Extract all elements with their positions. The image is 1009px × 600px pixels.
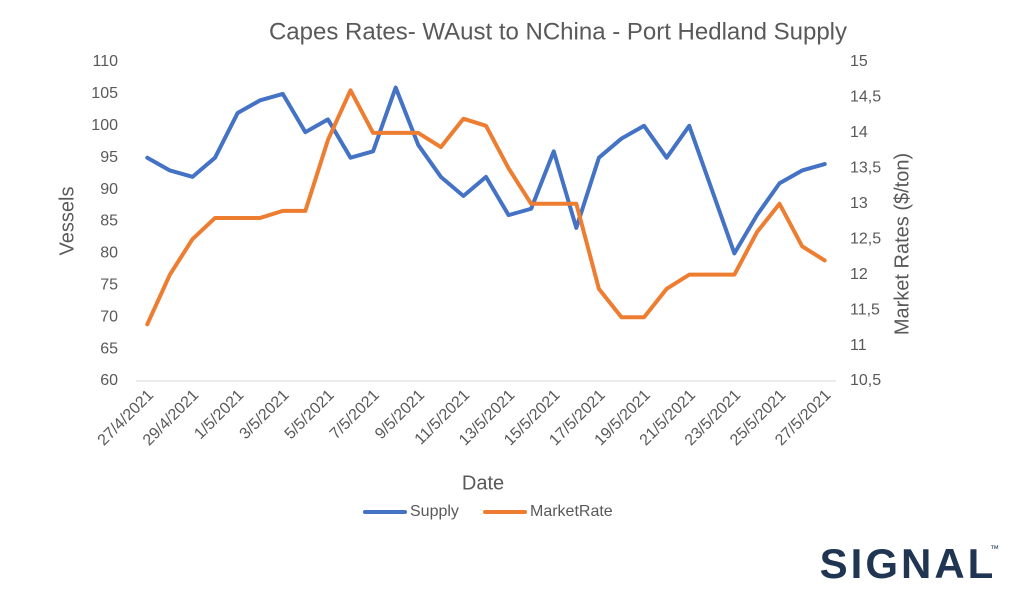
logo-mark: ™ [990, 543, 999, 553]
y2-tick-label: 11 [850, 337, 867, 354]
y-tick-label: 65 [100, 340, 118, 357]
y-tick-label: 60 [100, 372, 118, 389]
y2-tick-label: 14 [850, 124, 868, 141]
y2-tick-label: 15 [850, 53, 868, 70]
series-line [145, 85, 827, 256]
y-axis-label: Vessels [56, 187, 78, 256]
y-tick-label: 90 [100, 181, 118, 198]
y2-tick-label: 13 [850, 195, 868, 212]
legend-label: MarketRate [530, 503, 613, 520]
y2-tick-label: 13,5 [850, 160, 881, 177]
y-tick-label: 80 [100, 245, 118, 262]
chart-title: Capes Rates- WAust to NChina - Port Hedl… [269, 18, 847, 45]
x-axis-label: Date [462, 472, 504, 494]
y2-tick-label: 10,5 [850, 372, 881, 389]
y-tick-label: 105 [91, 85, 118, 102]
y-tick-label: 70 [100, 308, 118, 325]
y2-axis-label: Market Rates ($/ton) [891, 153, 913, 335]
y2-tick-label: 14,5 [850, 89, 881, 106]
y-tick-label: 110 [92, 53, 118, 70]
y2-tick-label: 12 [850, 266, 868, 283]
y-tick-label: 85 [100, 213, 118, 230]
y-tick-label: 95 [100, 149, 118, 166]
legend-label: Supply [410, 503, 459, 520]
y-tick-label: 75 [100, 277, 118, 294]
series-line [145, 88, 827, 327]
logo: SIGNAL [820, 540, 997, 587]
y2-tick-label: 12,5 [850, 230, 881, 247]
y2-tick-label: 11,5 [850, 301, 880, 318]
y-tick-label: 100 [91, 117, 118, 134]
